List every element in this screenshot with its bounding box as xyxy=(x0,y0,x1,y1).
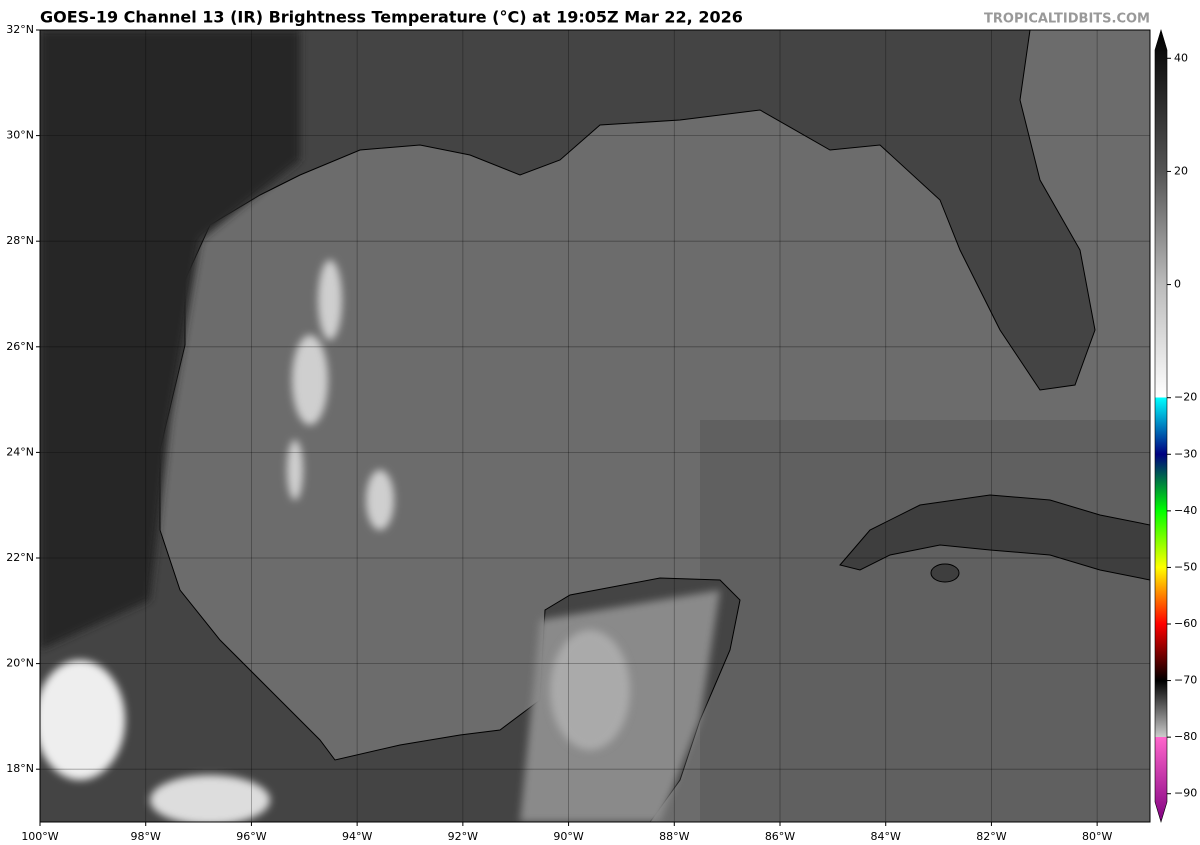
x-tick-label: 92°W xyxy=(448,830,478,843)
x-tick-label: 88°W xyxy=(659,830,689,843)
x-tick-label: 98°W xyxy=(131,830,161,843)
y-tick-label: 20°N xyxy=(6,657,34,670)
colorbar-tick-label: 40 xyxy=(1174,51,1188,64)
x-tick-label: 90°W xyxy=(553,830,583,843)
x-tick-label: 96°W xyxy=(236,830,266,843)
x-tick-label: 80°W xyxy=(1082,830,1112,843)
colorbar-tick-label: −40 xyxy=(1174,504,1197,517)
colorbar-tick-label: −80 xyxy=(1174,730,1197,743)
colorbar-tick-label: 0 xyxy=(1174,278,1181,291)
x-tick-label: 94°W xyxy=(342,830,372,843)
colorbar-tick-label: −30 xyxy=(1174,447,1197,460)
axes: 100°W 98°W 96°W 94°W 92°W 90°W 88°W 86°W 84°W 82°… xyxy=(6,23,1197,843)
y-tick-label: 30°N xyxy=(6,129,34,142)
colorbar-tick-label: −60 xyxy=(1174,617,1197,630)
x-tick-label: 82°W xyxy=(976,830,1006,843)
colorbar-tick-label: −50 xyxy=(1174,560,1197,573)
colorbar-tick-label: −20 xyxy=(1174,391,1197,404)
colorbar-tick-label: −70 xyxy=(1174,674,1197,687)
y-tick-label: 28°N xyxy=(6,234,34,247)
credit: TROPICALTIDBITS.COM xyxy=(984,12,1150,27)
satellite-image xyxy=(40,30,1150,822)
title: GOES-19 Channel 13 (IR) Brightness Tempe… xyxy=(40,8,743,27)
colorbar-tick-label: 20 xyxy=(1174,164,1188,177)
y-tick-label: 26°N xyxy=(6,340,34,353)
x-tick-label: 84°W xyxy=(871,830,901,843)
x-tick-label: 86°W xyxy=(765,830,795,843)
colorbar-tick-label: −90 xyxy=(1174,787,1197,800)
colorbar xyxy=(1154,28,1168,824)
x-tick-label: 100°W xyxy=(21,830,58,843)
y-tick-label: 32°N xyxy=(6,23,34,36)
y-tick-label: 18°N xyxy=(6,762,34,775)
y-tick-label: 22°N xyxy=(6,551,34,564)
y-tick-label: 24°N xyxy=(6,445,34,458)
map-frame xyxy=(39,29,1151,823)
